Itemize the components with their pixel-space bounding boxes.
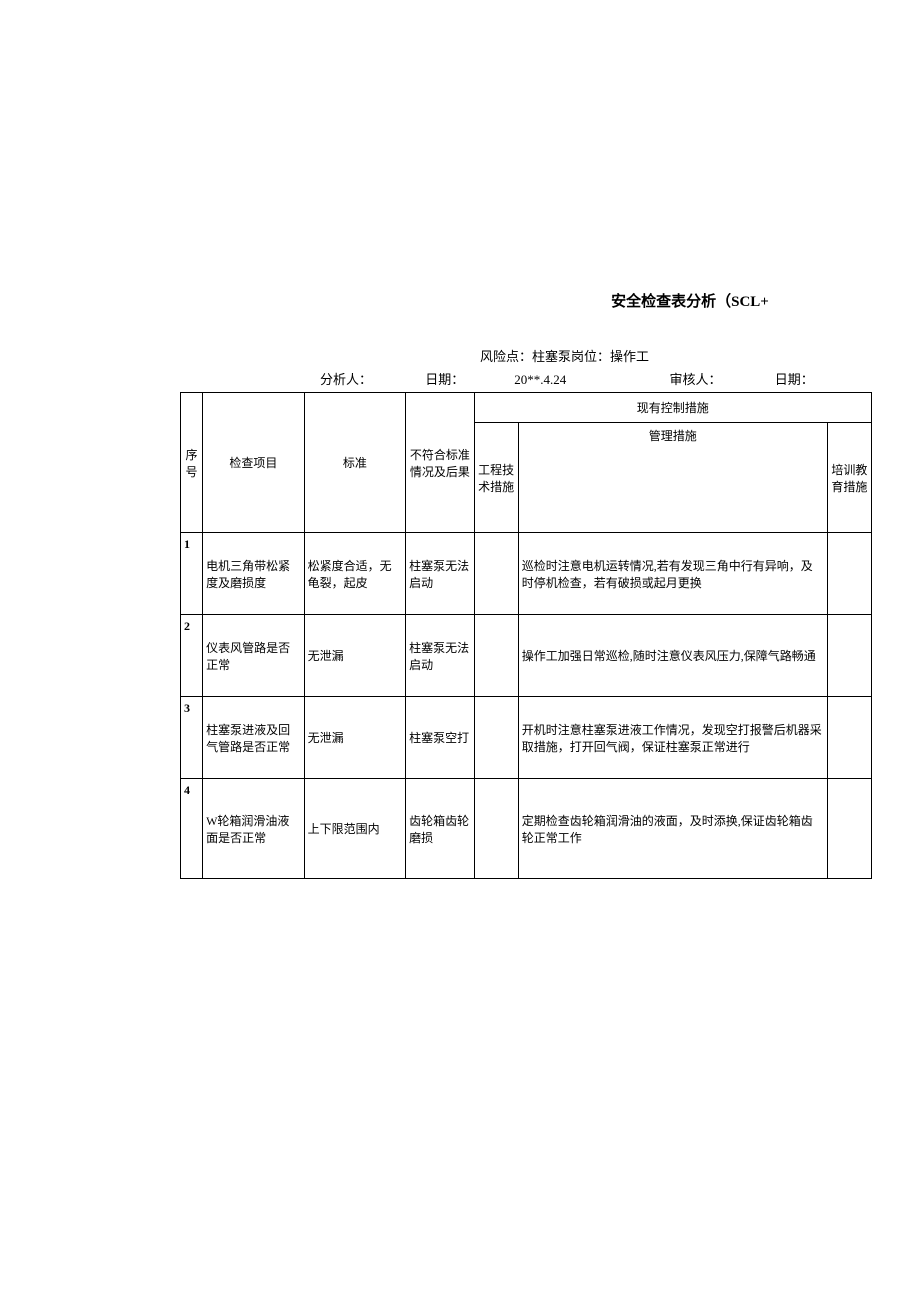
cell-training [827, 615, 871, 697]
cell-item: 柱塞泵进液及回气管路是否正常 [203, 697, 305, 779]
cell-standard: 上下限范围内 [304, 779, 406, 879]
date-label: 日期：20**.4.24 [425, 372, 616, 387]
cell-no: 4 [181, 779, 203, 879]
cell-no: 1 [181, 533, 203, 615]
header-standard: 标准 [304, 393, 406, 533]
cell-noncompliance: 柱塞泵无法启动 [406, 615, 474, 697]
meta-row: 分析人： 日期：20**.4.24 审核人： 日期： [320, 369, 870, 388]
scl-table: 序号 检查项目 标准 不符合标准情况及后果 现有控制措施 工程技术措施 管理措施… [180, 392, 872, 879]
table-body: 1 电机三角带松紧度及磨损度 松紧度合适，无龟裂，起皮 柱塞泵无法启动 巡检时注… [181, 533, 872, 879]
cell-item: 电机三角带松紧度及磨损度 [203, 533, 305, 615]
risk-point-row: 风险点：柱塞泵岗位：操作工 [480, 346, 870, 365]
cell-no: 2 [181, 615, 203, 697]
cell-engineering [474, 615, 518, 697]
risk-point-value: 柱塞泵岗位：操作工 [532, 349, 649, 364]
header-control-group: 现有控制措施 [474, 393, 871, 423]
cell-standard: 无泄漏 [304, 615, 406, 697]
cell-management: 开机时注意柱塞泵进液工作情况，发现空打报警后机器采取措施，打开回气阀，保证柱塞泵… [518, 697, 827, 779]
header-item: 检查项目 [203, 393, 305, 533]
header-management: 管理措施 [518, 423, 827, 533]
header-noncompliance: 不符合标准情况及后果 [406, 393, 474, 533]
cell-noncompliance: 柱塞泵空打 [406, 697, 474, 779]
cell-no: 3 [181, 697, 203, 779]
cell-standard: 松紧度合适，无龟裂，起皮 [304, 533, 406, 615]
cell-training [827, 779, 871, 879]
cell-noncompliance: 柱塞泵无法启动 [406, 533, 474, 615]
cell-engineering [474, 779, 518, 879]
header-training: 培训教育措施 [827, 423, 871, 533]
cell-management: 定期检查齿轮箱润滑油的液面，及时添换,保证齿轮箱齿轮正常工作 [518, 779, 827, 879]
table-row: 3 柱塞泵进液及回气管路是否正常 无泄漏 柱塞泵空打 开机时注意柱塞泵进液工作情… [181, 697, 872, 779]
table-row: 4 W轮箱润滑油液面是否正常 上下限范围内 齿轮箱齿轮磨损 定期检查齿轮箱润滑油… [181, 779, 872, 879]
table-row: 1 电机三角带松紧度及磨损度 松紧度合适，无龟裂，起皮 柱塞泵无法启动 巡检时注… [181, 533, 872, 615]
cell-management: 操作工加强日常巡检,随时注意仪表风压力,保障气路畅通 [518, 615, 827, 697]
document-title: 安全检查表分析（SCL+ [510, 290, 870, 311]
date2-label: 日期： [775, 372, 814, 387]
reviewer-label: 审核人： [670, 372, 722, 387]
cell-item: W轮箱润滑油液面是否正常 [203, 779, 305, 879]
header-engineering: 工程技术措施 [474, 423, 518, 533]
cell-standard: 无泄漏 [304, 697, 406, 779]
header-no: 序号 [181, 393, 203, 533]
cell-engineering [474, 533, 518, 615]
cell-training [827, 697, 871, 779]
cell-training [827, 533, 871, 615]
cell-noncompliance: 齿轮箱齿轮磨损 [406, 779, 474, 879]
cell-engineering [474, 697, 518, 779]
cell-item: 仪表风管路是否正常 [203, 615, 305, 697]
cell-management: 巡检时注意电机运转情况,若有发现三角中行有异响，及时停机检查，若有破损或起月更换 [518, 533, 827, 615]
analyst-label: 分析人： [320, 372, 372, 387]
risk-point-label: 风险点： [480, 349, 532, 364]
table-row: 2 仪表风管路是否正常 无泄漏 柱塞泵无法启动 操作工加强日常巡检,随时注意仪表… [181, 615, 872, 697]
